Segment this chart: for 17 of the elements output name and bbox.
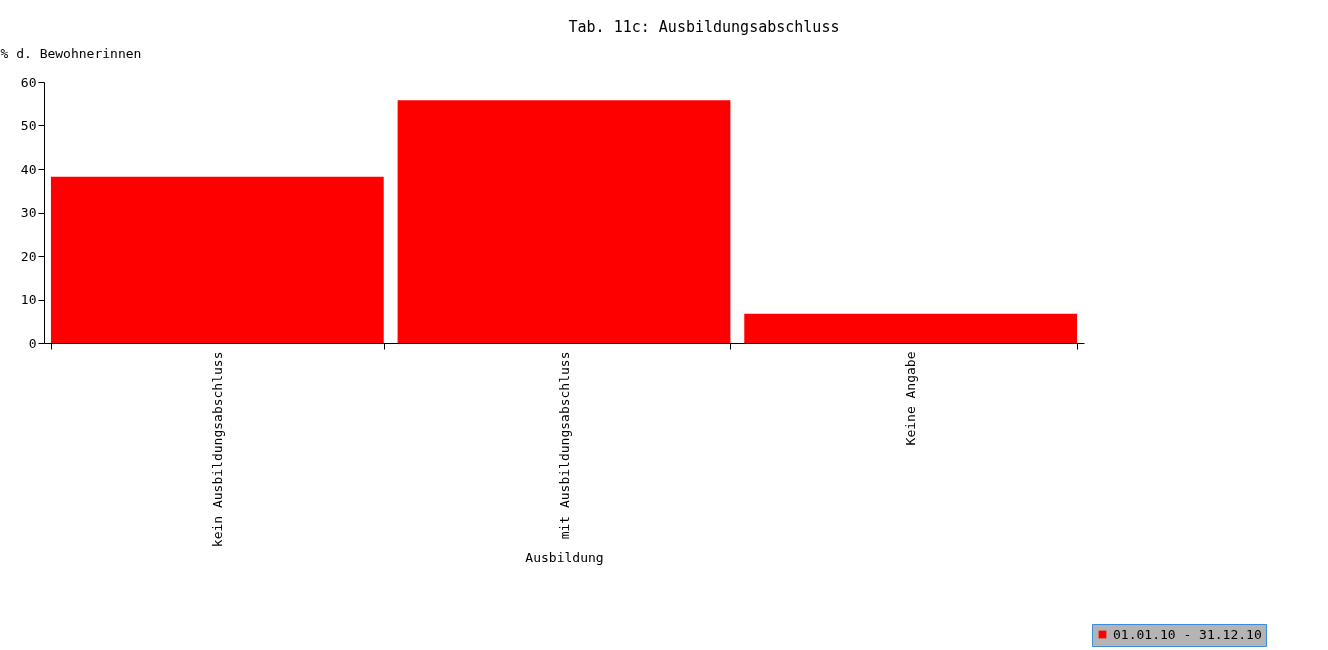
chart-title: Tab. 11c: Ausbildungsabschluss [568, 18, 840, 36]
x-tick-label: Keine Angabe [903, 351, 919, 446]
y-tick-label: 30 [20, 205, 37, 220]
y-tick-label: 0 [28, 335, 37, 351]
y-tick-label: 50 [20, 118, 37, 133]
legend-label: 01.01.10 - 31.12.10 [1113, 626, 1262, 642]
y-tick-label: 40 [20, 161, 37, 177]
x-axis-title: Ausbildung [525, 549, 604, 565]
bar [397, 100, 731, 343]
y-axis-title: % d. Bewohnerinnen [0, 45, 142, 61]
bar [744, 313, 1078, 343]
y-tick-label: 20 [20, 248, 37, 264]
y-tick-label: 10 [20, 292, 37, 307]
x-tick-label: kein Ausbildungsabschluss [209, 351, 225, 548]
x-tick-label: mit Ausbildungsabschluss [556, 351, 572, 540]
y-tick-label: 60 [20, 74, 37, 90]
bar [50, 176, 384, 343]
